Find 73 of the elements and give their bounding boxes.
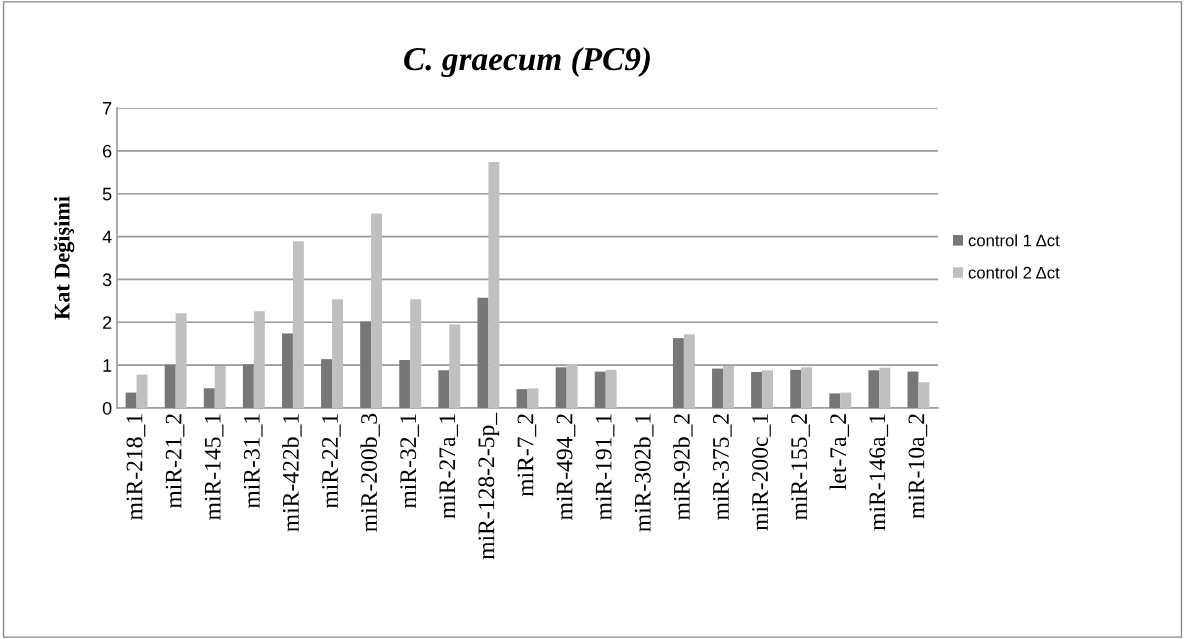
x-tick-label: miR-200b_3 — [360, 413, 380, 532]
y-tick-label: 1 — [103, 359, 112, 372]
bar — [712, 368, 723, 408]
bar — [410, 299, 422, 408]
x-tick-label: miR-375_2 — [713, 414, 732, 520]
bar — [292, 241, 304, 408]
x-tick-label: miR-32_1 — [400, 414, 419, 509]
bar — [907, 371, 919, 408]
y-axis-title: Kat Değişimi — [53, 196, 75, 320]
x-tick-label: let-7a_2 — [829, 414, 849, 490]
bar — [321, 359, 333, 408]
bar — [136, 374, 148, 408]
bar — [281, 333, 293, 408]
bar — [840, 392, 852, 408]
bar — [477, 297, 489, 408]
bar — [332, 299, 343, 408]
x-tick-label: miR-7_2 — [517, 414, 537, 497]
bar — [488, 162, 500, 408]
bar — [516, 389, 528, 408]
y-tick-label: 7 — [103, 102, 112, 115]
bar — [125, 392, 137, 408]
x-tick-label: miR-145_1 — [204, 414, 224, 520]
chart-title: C. graecum (PC9) — [404, 46, 650, 78]
bar — [175, 313, 187, 408]
bar — [527, 388, 539, 408]
y-tick-label: 5 — [102, 187, 112, 201]
y-tick-label: 2 — [103, 316, 112, 329]
bar — [449, 324, 461, 408]
x-tick-label: miR-92b_2 — [673, 414, 693, 520]
x-tick-label: miR-21_2 — [165, 414, 185, 509]
bar — [762, 370, 774, 408]
legend-label: control 1 Δct — [968, 234, 1060, 247]
bar — [751, 372, 763, 408]
bar — [868, 370, 880, 408]
x-tick-label: miR-27a_1 — [439, 414, 459, 519]
x-tick-label: miR-422b_1 — [282, 414, 302, 532]
x-tick-label: miR-218_1 — [126, 414, 146, 520]
x-tick-label: miR-22_1 — [322, 414, 341, 509]
x-tick-label: miR-191_1 — [595, 414, 615, 520]
legend-label: control 2 Δct — [968, 266, 1060, 279]
bar — [214, 366, 226, 408]
bar — [566, 364, 578, 408]
x-tick-label: miR-128-2-5p_ — [478, 412, 500, 560]
bar — [594, 371, 606, 408]
x-tick-label: miR-494_2 — [556, 414, 576, 520]
x-tick-label: miR-146a_1 — [869, 414, 889, 531]
bar — [879, 367, 891, 408]
bar — [203, 388, 215, 408]
x-tick-label: miR-31_1 — [243, 414, 263, 509]
bar — [722, 366, 734, 408]
x-tick-label: miR-155_2 — [791, 414, 810, 520]
bar — [790, 369, 802, 408]
y-tick-label: 3 — [102, 273, 112, 287]
x-tick-label: miR-200c_1 — [752, 414, 771, 531]
bar — [360, 321, 372, 408]
y-tick-label: 6 — [103, 144, 112, 158]
bar — [829, 393, 841, 408]
x-tick-label: miR-302b_1 — [634, 414, 654, 532]
bar — [555, 367, 567, 408]
x-tick-label: miR-10a_2 — [908, 414, 928, 519]
y-tick-label: 4 — [102, 230, 112, 244]
bar — [242, 364, 254, 408]
bar — [253, 311, 265, 408]
bar — [164, 364, 176, 408]
bar — [683, 334, 695, 408]
bar — [801, 367, 813, 408]
bar — [605, 369, 617, 408]
bar — [371, 213, 383, 408]
bar — [438, 370, 450, 408]
bar — [399, 360, 411, 408]
bar — [918, 382, 930, 408]
y-tick-label: 0 — [102, 401, 112, 415]
bar — [672, 338, 684, 408]
